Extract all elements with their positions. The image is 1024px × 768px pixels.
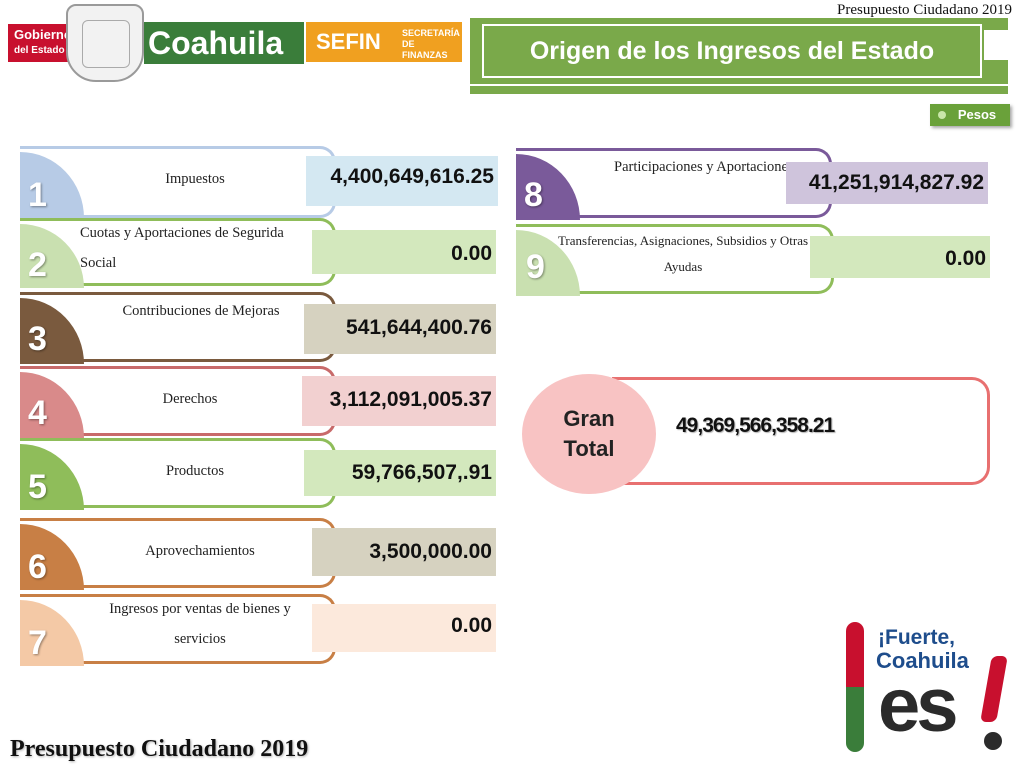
item-value: 0.00 xyxy=(810,236,990,278)
grand-total-label-line2: Total xyxy=(563,436,615,461)
slogan-line1: ¡Fuerte, xyxy=(878,626,956,649)
item-number: 1 xyxy=(28,176,47,214)
sefin-logo: SEFIN SECRETARÍA DE FINANZAS xyxy=(306,22,462,62)
item-number: 3 xyxy=(28,320,47,358)
title-box: Origen de los Ingresos del Estado xyxy=(482,24,982,78)
item-label-line2: Social xyxy=(80,255,117,271)
coahuila-logo: Coahuila xyxy=(144,22,304,64)
state-crest-icon xyxy=(66,4,144,82)
income-item-3: 3 Contribuciones de Mejoras 541,644,400.… xyxy=(20,292,500,364)
gobierno-logo-line2: del Estado xyxy=(14,45,65,56)
gobierno-logo: Gobierno del Estado xyxy=(8,24,74,62)
unit-badge: Pesos xyxy=(930,104,1010,126)
fuerte-coahuila-logo: ¡Fuerte, Coahuila es xyxy=(842,616,1014,756)
item-label: Transferencias, Asignaciones, Subsidios … xyxy=(546,228,820,280)
item-label: Ingresos por ventas de bienes y servicio… xyxy=(90,594,310,654)
item-value: 41,251,914,827.92 xyxy=(786,162,988,204)
unit-badge-label: Pesos xyxy=(957,107,997,122)
income-item-5: 5 Productos 59,766,507,.91 xyxy=(20,438,500,510)
item-number: 4 xyxy=(28,394,47,432)
item-label-line2: Ayudas xyxy=(663,259,703,274)
item-label: Derechos xyxy=(162,391,218,407)
page-title: Origen de los Ingresos del Estado xyxy=(529,37,935,65)
grand-total-label-line1: Gran xyxy=(563,406,615,431)
item-label: Cuotas y Aportaciones de Segurida Social xyxy=(80,218,320,278)
sefin-sub-line1: SECRETARÍA xyxy=(402,28,460,38)
item-value: 59,766,507,.91 xyxy=(304,450,496,496)
item-label: Contribuciones de Mejoras xyxy=(122,303,280,319)
item-label-line1: Transferencias, Asignaciones, Subsidios … xyxy=(557,233,809,248)
income-item-2: 2 Cuotas y Aportaciones de Segurida Soci… xyxy=(20,218,500,288)
item-number: 7 xyxy=(28,624,47,662)
item-value: 0.00 xyxy=(312,604,496,652)
income-item-7: 7 Ingresos por ventas de bienes y servic… xyxy=(20,594,500,666)
item-number: 6 xyxy=(28,548,47,586)
income-item-1: 1 Impuestos 4,400,649,616.25 xyxy=(20,146,500,218)
grand-total-badge: Gran Total xyxy=(522,374,656,494)
item-value: 3,112,091,005.37 xyxy=(302,376,496,426)
item-label: Productos xyxy=(166,463,224,479)
exclamation-icon xyxy=(984,656,1004,752)
gobierno-logo-line1: Gobierno xyxy=(14,27,72,42)
item-label: Aprovechamientos xyxy=(145,543,255,559)
title-underline xyxy=(470,84,1008,86)
grand-total-frame xyxy=(612,377,990,485)
item-label: Participaciones y Aportacione xyxy=(614,159,788,175)
income-item-4: 4 Derechos 3,112,091,005.37 xyxy=(20,366,500,438)
item-number: 9 xyxy=(526,248,545,286)
income-item-8: 8 Participaciones y Aportacione 41,251,9… xyxy=(516,148,992,220)
sefin-logo-subtitle: SECRETARÍA DE FINANZAS xyxy=(402,28,462,61)
logo-flag-bar-icon xyxy=(846,622,864,752)
sefin-sub-line2: DE FINANZAS xyxy=(402,39,448,60)
item-number: 8 xyxy=(524,176,543,214)
footer-caption: Presupuesto Ciudadano 2019 xyxy=(10,736,309,762)
grand-total-value: 49,369,566,358.21 xyxy=(676,414,835,437)
item-label-line2: servicios xyxy=(174,631,226,647)
title-banner: Origen de los Ingresos del Estado xyxy=(470,18,1008,94)
item-value: 4,400,649,616.25 xyxy=(306,156,498,206)
item-number: 2 xyxy=(28,246,47,284)
income-item-6: 6 Aprovechamientos 3,500,000.00 xyxy=(20,518,500,590)
item-label-line1: Ingresos por ventas de bienes y xyxy=(109,601,291,617)
item-value: 541,644,400.76 xyxy=(304,304,496,354)
income-item-9: 9 Transferencias, Asignaciones, Subsidio… xyxy=(516,224,992,296)
item-value: 3,500,000.00 xyxy=(312,528,496,576)
slogan-line2: Coahuila xyxy=(876,648,969,673)
item-number: 5 xyxy=(28,468,47,506)
sefin-logo-text: SEFIN xyxy=(316,29,381,54)
item-value: 0.00 xyxy=(312,230,496,274)
item-label-line1: Cuotas y Aportaciones de Segurida xyxy=(80,225,284,241)
title-tab-decoration xyxy=(984,30,1008,60)
top-caption: Presupuesto Ciudadano 2019 xyxy=(837,2,1012,18)
slogan-line3: es xyxy=(878,663,959,748)
item-label: Impuestos xyxy=(165,171,225,187)
